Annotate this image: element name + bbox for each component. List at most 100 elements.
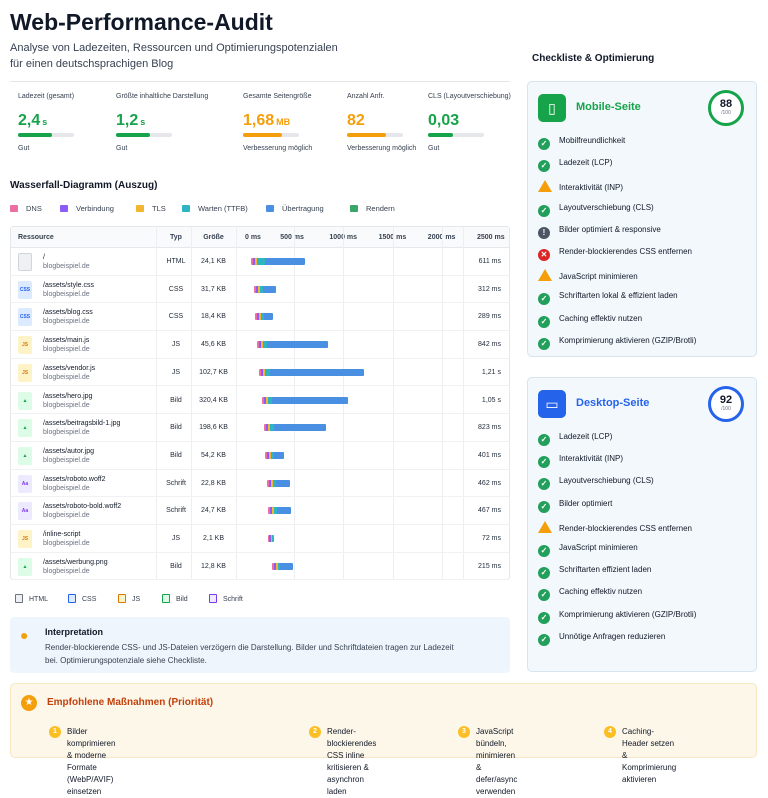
recommendation-line: JavaScript bündeln, minimieren xyxy=(476,727,516,760)
resource-name[interactable]: /assets/style.css xyxy=(43,281,94,289)
table-row[interactable]: JS/assets/main.js blogbeispiel.de JS 45,6 K… xyxy=(11,331,509,359)
table-row[interactable]: Aa/assets/roboto.woff2 blogbeispiel.de Sch… xyxy=(11,470,509,498)
resource-name[interactable]: /assets/main.js xyxy=(43,337,90,345)
table-row[interactable]: ▲ /assets/autor.jpg blogbeispiel.de Bild 54,… xyxy=(11,442,509,470)
metric-bar xyxy=(116,133,172,137)
metric-number: 0,03 xyxy=(428,112,460,129)
bar-segment xyxy=(269,424,274,432)
resource-name[interactable]: /assets/blog.css xyxy=(43,309,93,317)
resource-host: blogbeispiel.de xyxy=(43,373,90,381)
waterfall-bar xyxy=(264,451,285,459)
bar-segment xyxy=(254,313,257,321)
checklist-label: Ladezeit (LCP) xyxy=(559,158,613,168)
checklist-label: Schriftarten lokal & effizient laden xyxy=(559,291,678,301)
header-divider xyxy=(10,81,510,82)
bar-segment xyxy=(250,258,253,265)
legend-swatch xyxy=(10,205,18,212)
table-row[interactable]: CSS/assets/blog.css blogbeispiel.de CSS 18,… xyxy=(11,303,509,332)
checklist-label: Bilder optimiert xyxy=(559,498,613,508)
resource-name[interactable]: /assets/autor.jpg xyxy=(43,447,94,455)
check-icon: ✓ xyxy=(538,315,550,328)
priority-number: 3 xyxy=(458,726,470,738)
bar-segment xyxy=(254,258,257,265)
resource-name[interactable]: /assets/roboto-bold.woff2 xyxy=(43,503,122,511)
file-legend-item: HTML xyxy=(15,594,48,603)
waterfall-bar xyxy=(250,258,306,265)
metric-bar-fill xyxy=(18,133,52,137)
waterfall-bar xyxy=(271,562,293,570)
table-row[interactable]: JS/inline-script blogbeispiel.de JS 2,1 KB 7… xyxy=(11,525,509,553)
table-row[interactable]: CSS/assets/style.css blogbeispiel.de CSS 31… xyxy=(11,276,509,304)
checklist-label: Mobilfreundlichkeit xyxy=(559,136,626,145)
mobile-score: 88 /100 xyxy=(708,90,744,126)
bar-segment xyxy=(271,507,274,515)
resource-size: 54,2 KB xyxy=(201,451,226,459)
file-legend-label: Schrift xyxy=(223,596,243,603)
checklist-label: Layoutverschiebung (CLS) xyxy=(559,476,654,486)
img-file-icon: ▲ xyxy=(18,419,32,438)
resource-name[interactable]: /assets/beitragsbild-1.jpg xyxy=(43,420,121,428)
metric-value: 1,68 MB xyxy=(243,112,343,130)
checklist-item: ✓ JavaScript minimieren xyxy=(538,543,638,557)
col-resource: Ressource xyxy=(18,234,54,241)
resource-size: 198,6 KB xyxy=(199,424,228,432)
resource-name[interactable]: / xyxy=(43,254,45,261)
resource-name[interactable]: /assets/roboto.woff2 xyxy=(43,475,106,483)
column-divider xyxy=(236,227,237,579)
checklist-label: Caching effektiv nutzen xyxy=(559,587,643,597)
checklist-label: Ladezeit (LCP) xyxy=(559,432,613,441)
metric-bar-fill xyxy=(347,133,387,137)
file-legend-item: Schrift xyxy=(209,594,243,603)
metric-card: Ladezeit (gesamt) 2,4 s Gut xyxy=(18,93,118,152)
table-row[interactable]: Aa/assets/roboto-bold.woff2 blogbeispiel.… xyxy=(11,497,509,525)
star-icon: ★ xyxy=(21,695,37,711)
table-row[interactable]: / blogbeispiel.de HTML 24,1 KB 611 ms xyxy=(11,248,509,276)
recommendation-line: Caching-Header setzen & xyxy=(622,727,675,760)
bar-segment xyxy=(263,424,266,432)
checklist-label: Caching effektiv nutzen xyxy=(559,313,643,323)
file-legend-item: CSS xyxy=(68,594,96,603)
resource-name[interactable]: /inline-script xyxy=(43,531,81,538)
metric-value: 1,2 s xyxy=(116,112,216,130)
warning-icon xyxy=(538,520,552,533)
waterfall-bar xyxy=(253,285,276,293)
metric-number: 1,68 xyxy=(243,112,275,129)
table-row[interactable]: ▲ /assets/werbung.png blogbeispiel.de Bild 1… xyxy=(11,553,509,581)
resource-size: 12,8 KB xyxy=(201,562,226,570)
checklist-label: Render-blockierendes CSS entfernen xyxy=(559,247,692,256)
resource-name[interactable]: /assets/vendor.js xyxy=(43,364,96,372)
recommendation-line: & defer/async verwenden xyxy=(476,763,518,796)
check-icon: ✓ xyxy=(538,567,550,580)
waterfall-bar xyxy=(261,396,349,404)
bar-segment xyxy=(265,396,268,404)
table-row[interactable]: JS/assets/vendor.js blogbeispiel.de JS 102,… xyxy=(11,359,509,387)
resource-time: 289 ms xyxy=(478,313,501,321)
axis-tick: 1000 ms xyxy=(329,234,358,241)
table-row[interactable]: ▲ /assets/hero.jpg blogbeispiel.de Bild 320,… xyxy=(11,387,509,415)
recommendation-line: Bilder komprimieren & moderne Formate (W… xyxy=(67,727,116,796)
bar-segment xyxy=(261,396,264,404)
bar-segment xyxy=(260,313,264,321)
metric-bar-fill xyxy=(116,133,150,137)
resource-name[interactable]: /assets/hero.jpg xyxy=(43,392,93,400)
waterfall-bar xyxy=(266,479,291,487)
img-file-icon: ▲ xyxy=(18,391,32,410)
bar-segment xyxy=(268,479,271,487)
waterfall-bar xyxy=(256,341,328,349)
legend-label: Rendern xyxy=(366,204,395,213)
resource-name[interactable]: /assets/werbung.png xyxy=(43,558,108,566)
bar-segment xyxy=(265,424,268,432)
bar-segment xyxy=(270,479,273,487)
checklist-item: ✓ Unnötige Anfragen reduzieren xyxy=(538,632,665,646)
bar-segment xyxy=(260,341,263,349)
check-icon: ✓ xyxy=(538,160,550,173)
checklist-item: ✓ Layoutverschiebung (CLS) xyxy=(538,203,654,217)
table-row[interactable]: ▲ /assets/beitragsbild-1.jpg blogbeispiel.… xyxy=(11,414,509,442)
checklist-label: JavaScript minimieren xyxy=(559,272,638,282)
bar-segment-transfer xyxy=(263,313,274,321)
error-icon: ✕ xyxy=(538,249,550,261)
waterfall-bar xyxy=(258,368,365,376)
check-icon: ✓ xyxy=(538,500,550,513)
metric-number: 1,2 xyxy=(116,112,139,129)
bar-segment xyxy=(275,562,278,570)
